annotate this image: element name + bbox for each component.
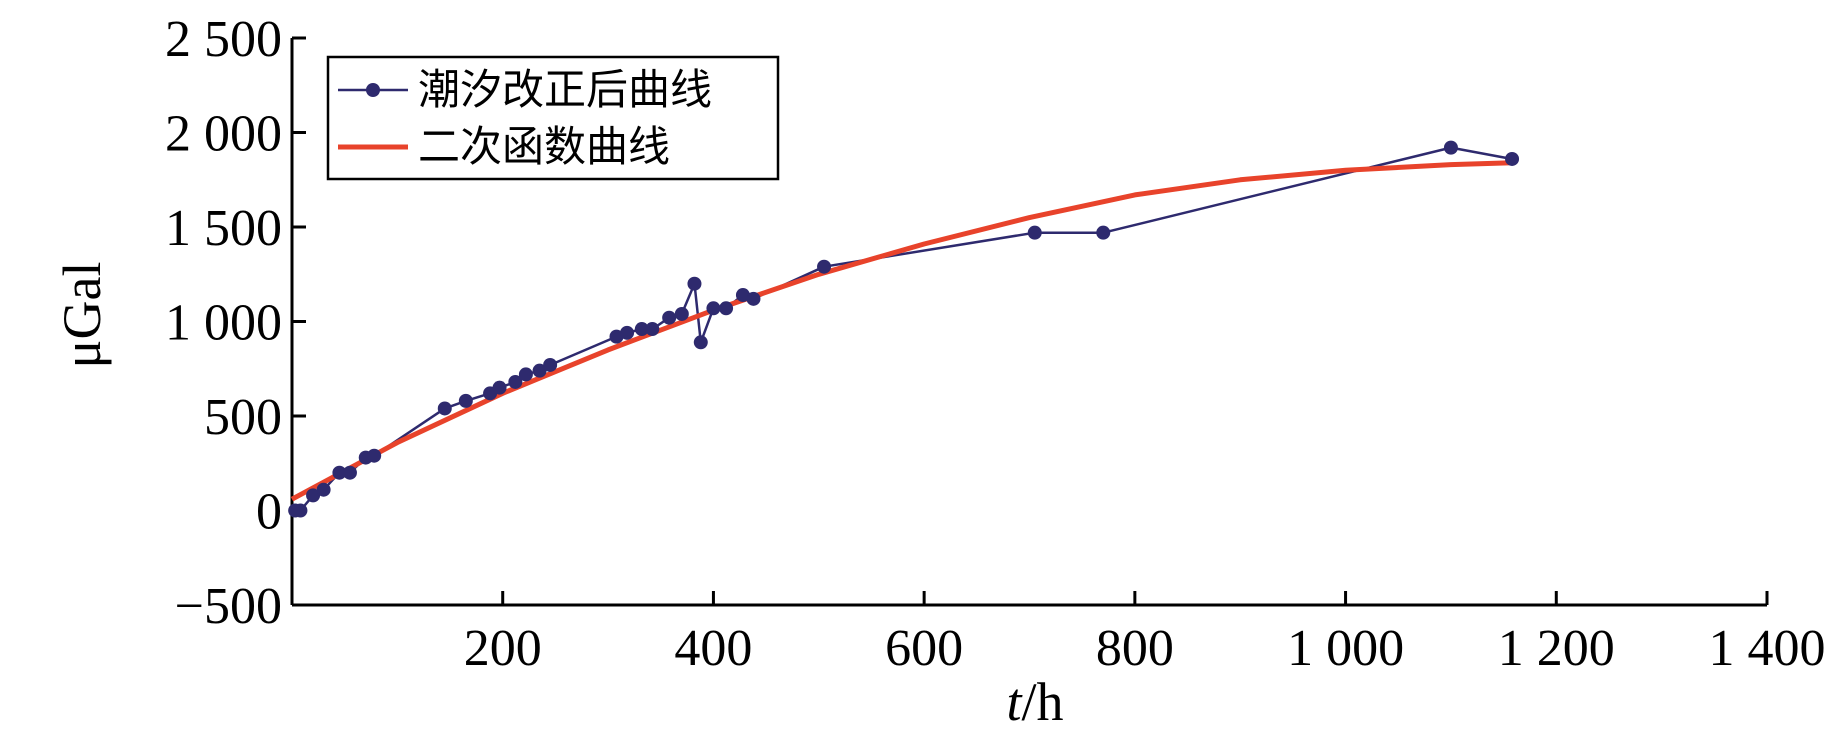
data-point-corrected	[332, 465, 347, 480]
series-layer	[288, 140, 1520, 518]
data-point-corrected	[645, 322, 660, 337]
data-point-corrected	[518, 367, 533, 382]
x-axis-ticks: 200 400 600 800 1 000 1 200 1 400	[464, 591, 1826, 677]
data-point-corrected	[687, 276, 702, 291]
data-point-corrected	[634, 322, 649, 337]
x-tick-label: 1 000	[1287, 620, 1404, 677]
data-point-corrected	[746, 291, 761, 306]
data-point-corrected	[620, 325, 635, 340]
y-tick-label: 1 500	[165, 200, 282, 257]
data-point-corrected	[674, 306, 689, 321]
y-tick-label: 1 000	[165, 295, 282, 352]
data-point-corrected	[293, 503, 308, 518]
x-axis-title-italic: t	[1006, 672, 1023, 732]
data-point-corrected	[706, 301, 721, 316]
x-tick-label: 600	[885, 620, 963, 677]
x-tick-label: 200	[464, 620, 542, 677]
legend-label-corrected: 潮汐改正后曲线	[418, 65, 712, 114]
x-tick-label: 400	[674, 620, 752, 677]
y-axis-title: μGal	[52, 262, 112, 369]
x-tick-label: 800	[1096, 620, 1174, 677]
data-point-corrected	[609, 329, 624, 344]
data-point-corrected	[342, 465, 357, 480]
data-point-corrected	[543, 357, 558, 372]
data-point-corrected	[316, 482, 331, 497]
y-axis-ticks: −500 0 500 1 000 1 500 2 000 2 500	[165, 11, 306, 635]
x-tick-label: 1 400	[1709, 620, 1826, 677]
y-tick-label: −500	[175, 578, 282, 635]
data-point-corrected	[492, 380, 507, 395]
data-point-corrected	[458, 393, 473, 408]
data-point-corrected	[437, 401, 452, 416]
y-tick-label: 2 500	[165, 11, 282, 68]
y-tick-label: 500	[204, 389, 282, 446]
data-point-corrected	[508, 374, 523, 389]
data-point-corrected	[817, 259, 832, 274]
series-line-quadratic	[290, 160, 1513, 502]
y-tick-label: 0	[256, 484, 282, 541]
x-axis-title-unit: /h	[1022, 672, 1064, 732]
data-point-corrected	[306, 488, 321, 503]
data-point-corrected	[1096, 225, 1111, 240]
legend-marker-corrected	[366, 83, 380, 97]
y-tick-label: 2 000	[165, 106, 282, 163]
data-point-corrected	[662, 310, 677, 325]
data-point-corrected	[719, 301, 734, 316]
data-point-corrected	[735, 288, 750, 303]
data-point-corrected	[367, 448, 382, 463]
data-point-corrected	[693, 335, 708, 350]
series-line-corrected	[295, 146, 1513, 512]
legend-box	[326, 55, 780, 181]
legend-label-quadratic: 二次函数曲线	[418, 122, 670, 171]
x-axis-title: t/h	[1006, 672, 1063, 732]
data-point-corrected	[1505, 151, 1520, 166]
legend: 潮汐改正后曲线 二次函数曲线	[326, 55, 780, 181]
data-point-corrected	[1027, 225, 1042, 240]
data-point-corrected	[532, 363, 547, 378]
data-point-corrected	[1443, 140, 1458, 155]
x-tick-label: 1 200	[1498, 620, 1615, 677]
